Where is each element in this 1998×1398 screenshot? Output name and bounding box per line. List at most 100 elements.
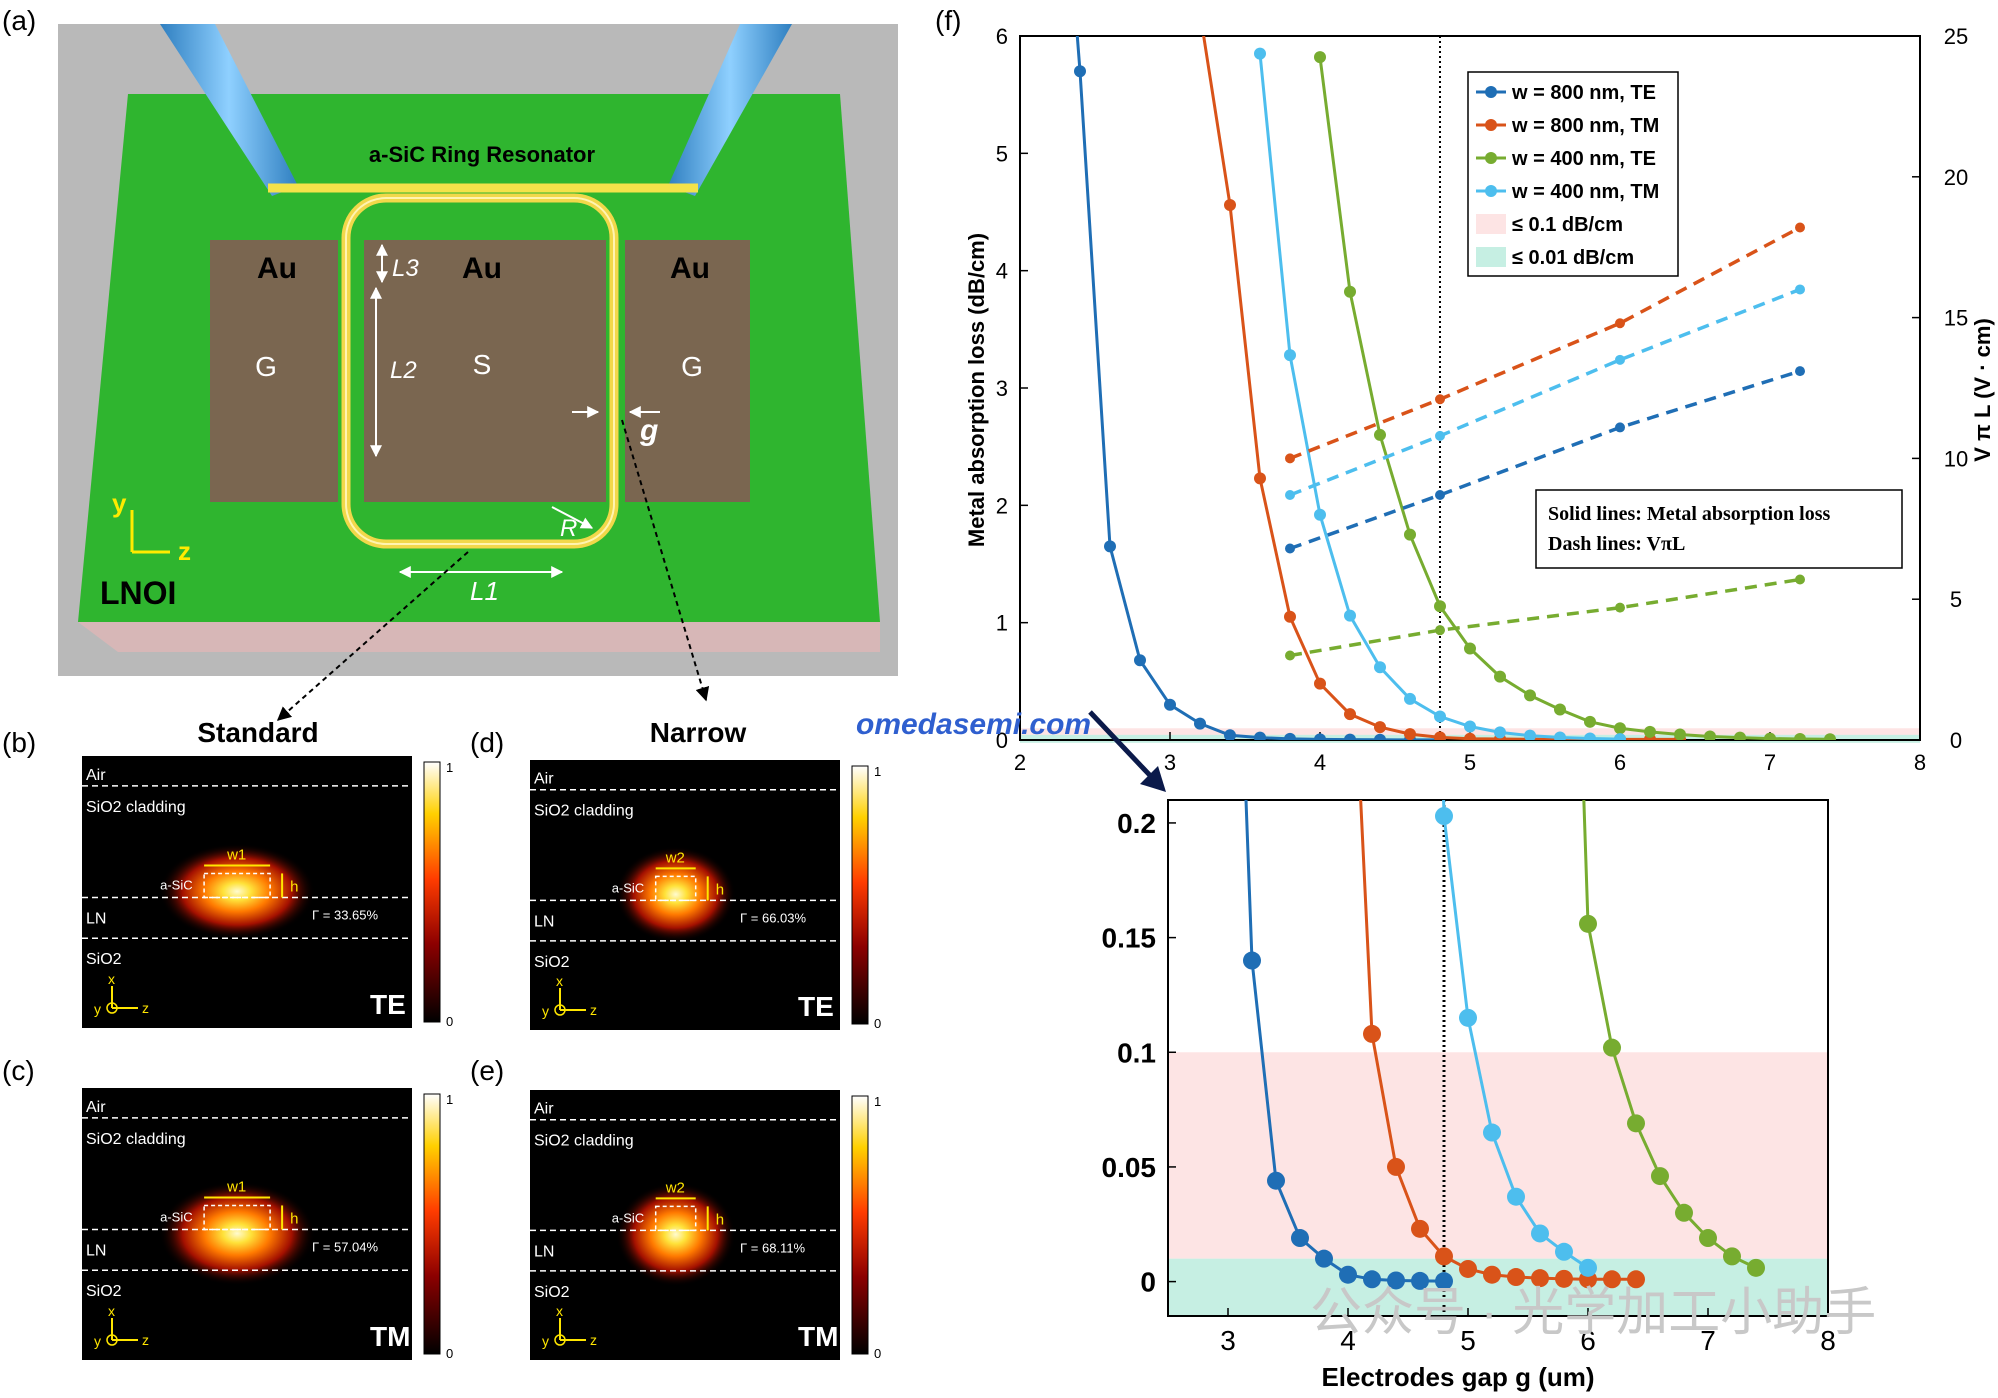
vpil-point bbox=[1795, 366, 1805, 377]
y2-axis-label: V π L (V · cm) bbox=[1970, 318, 1995, 462]
layer-air: Air bbox=[86, 767, 106, 784]
loss-point bbox=[1824, 733, 1836, 740]
vpil-point bbox=[1615, 422, 1625, 433]
zoom-point bbox=[1555, 1269, 1573, 1288]
loss-point bbox=[1254, 731, 1266, 740]
y2-tick-label: 5 bbox=[1950, 587, 1962, 612]
header-narrow: Narrow bbox=[650, 717, 747, 748]
zoom-y-tick-label: 0.05 bbox=[1102, 1152, 1157, 1183]
confinement-factor: Γ = 66.03% bbox=[740, 910, 807, 925]
zoom-point bbox=[1747, 1258, 1765, 1277]
layer-air: Air bbox=[86, 1099, 106, 1116]
mode-axis-y-label: y bbox=[94, 1333, 101, 1349]
l2-label: L2 bbox=[390, 357, 417, 384]
gap-label: g bbox=[639, 414, 658, 447]
x-tick-label: 4 bbox=[1314, 750, 1326, 775]
layer-ln: LN bbox=[86, 910, 106, 927]
layer-ln: LN bbox=[86, 1242, 106, 1259]
layer-core: a-SiC bbox=[160, 877, 193, 892]
x-tick-label: 2 bbox=[1014, 750, 1026, 775]
mode-axis-z-label: z bbox=[142, 1000, 149, 1016]
y-tick-label: 6 bbox=[996, 24, 1008, 49]
vpil-point bbox=[1795, 284, 1805, 295]
loss-point bbox=[1404, 528, 1416, 541]
panel-label-c: (c) bbox=[2, 1055, 35, 1086]
color-bar bbox=[851, 765, 869, 1025]
height-label: h bbox=[290, 1210, 298, 1227]
loss-point bbox=[1794, 732, 1806, 740]
mode-intensity bbox=[159, 843, 316, 940]
x-tick-label: 8 bbox=[1914, 750, 1926, 775]
layer-sio2: SiO2 bbox=[86, 1283, 122, 1300]
color-bar-min: 0 bbox=[446, 1014, 453, 1029]
zoom-point bbox=[1579, 1258, 1597, 1277]
mode-axis-y bbox=[554, 1004, 566, 1016]
loss-point bbox=[1344, 708, 1356, 721]
zoom-point bbox=[1291, 1229, 1309, 1248]
l1-label: L1 bbox=[470, 576, 499, 606]
color-bar-max: 1 bbox=[874, 1094, 881, 1109]
y-tick-label: 4 bbox=[996, 259, 1008, 284]
x-tick-label: 7 bbox=[1764, 750, 1776, 775]
y2-tick-label: 15 bbox=[1944, 306, 1968, 331]
zoom-point bbox=[1363, 1270, 1381, 1289]
loss-point bbox=[1344, 609, 1356, 622]
note-box bbox=[1535, 489, 1903, 569]
mode-intensity bbox=[159, 1181, 316, 1286]
x-tick-label: 3 bbox=[1164, 750, 1176, 775]
loss-point bbox=[1704, 730, 1716, 740]
loss-point bbox=[1284, 732, 1296, 740]
polarization-label: TM bbox=[370, 1321, 410, 1352]
vpil-point bbox=[1435, 625, 1445, 636]
zoom-point bbox=[1387, 1271, 1405, 1290]
y-tick-label: 3 bbox=[996, 376, 1008, 401]
zoom-point bbox=[1459, 1259, 1477, 1278]
mode-axis-z-label: z bbox=[142, 1332, 149, 1348]
watermark-wechat: 公众号 · 光学加工小助手 bbox=[1310, 1284, 1876, 1342]
zoom-point bbox=[1483, 1265, 1501, 1284]
layer-ln: LN bbox=[534, 913, 554, 930]
au-label-right: Au bbox=[670, 252, 710, 285]
vpil-point bbox=[1615, 602, 1625, 613]
zoom-point bbox=[1507, 1187, 1525, 1206]
zoom-arrow-head bbox=[1140, 766, 1166, 792]
zoom-point bbox=[1387, 1157, 1405, 1176]
polarization-label: TM bbox=[798, 1321, 838, 1352]
zoom-point bbox=[1339, 1265, 1357, 1284]
core-outline bbox=[654, 875, 697, 902]
loss-point bbox=[1374, 721, 1386, 734]
loss-point bbox=[1734, 731, 1746, 740]
zoom-x-tick-label: 3 bbox=[1220, 1325, 1236, 1356]
layer-cladding: SiO2 cladding bbox=[534, 803, 634, 820]
vpil-point bbox=[1795, 222, 1805, 233]
core-outline bbox=[203, 872, 271, 899]
zoom-x-tick-label: 8 bbox=[1820, 1325, 1836, 1356]
ground-label-right: G bbox=[681, 351, 703, 382]
mode-axis-z-label: z bbox=[590, 1332, 597, 1348]
color-bar-min: 0 bbox=[874, 1346, 881, 1361]
confinement-factor: Γ = 57.04% bbox=[312, 1239, 379, 1254]
legend-entry: w = 800 nm, TE bbox=[1511, 82, 1656, 104]
vpil-point bbox=[1285, 453, 1295, 464]
zoom-point bbox=[1627, 1270, 1645, 1289]
loss-point bbox=[1074, 65, 1086, 78]
vpil-point bbox=[1285, 543, 1295, 554]
loss-point bbox=[1614, 722, 1626, 735]
zoom-point bbox=[1555, 1242, 1573, 1261]
loss-point bbox=[1764, 732, 1776, 740]
loss-point bbox=[1344, 733, 1356, 740]
y2-tick-label: 0 bbox=[1950, 728, 1962, 753]
legend-band-entry: ≤ 0.01 dB/cm bbox=[1512, 247, 1634, 269]
zoom-x-tick-label: 6 bbox=[1580, 1325, 1596, 1356]
legend-marker bbox=[1485, 86, 1497, 98]
y-tick-label: 2 bbox=[996, 493, 1008, 518]
zoom-point bbox=[1411, 1219, 1429, 1238]
zoom-series-group bbox=[1243, 800, 1765, 1291]
loss-point bbox=[1494, 726, 1506, 739]
vpil-point bbox=[1285, 650, 1295, 661]
zoom-point bbox=[1435, 1272, 1453, 1291]
lnoi-label: LNOI bbox=[100, 575, 176, 611]
color-bar-min: 0 bbox=[446, 1346, 453, 1361]
